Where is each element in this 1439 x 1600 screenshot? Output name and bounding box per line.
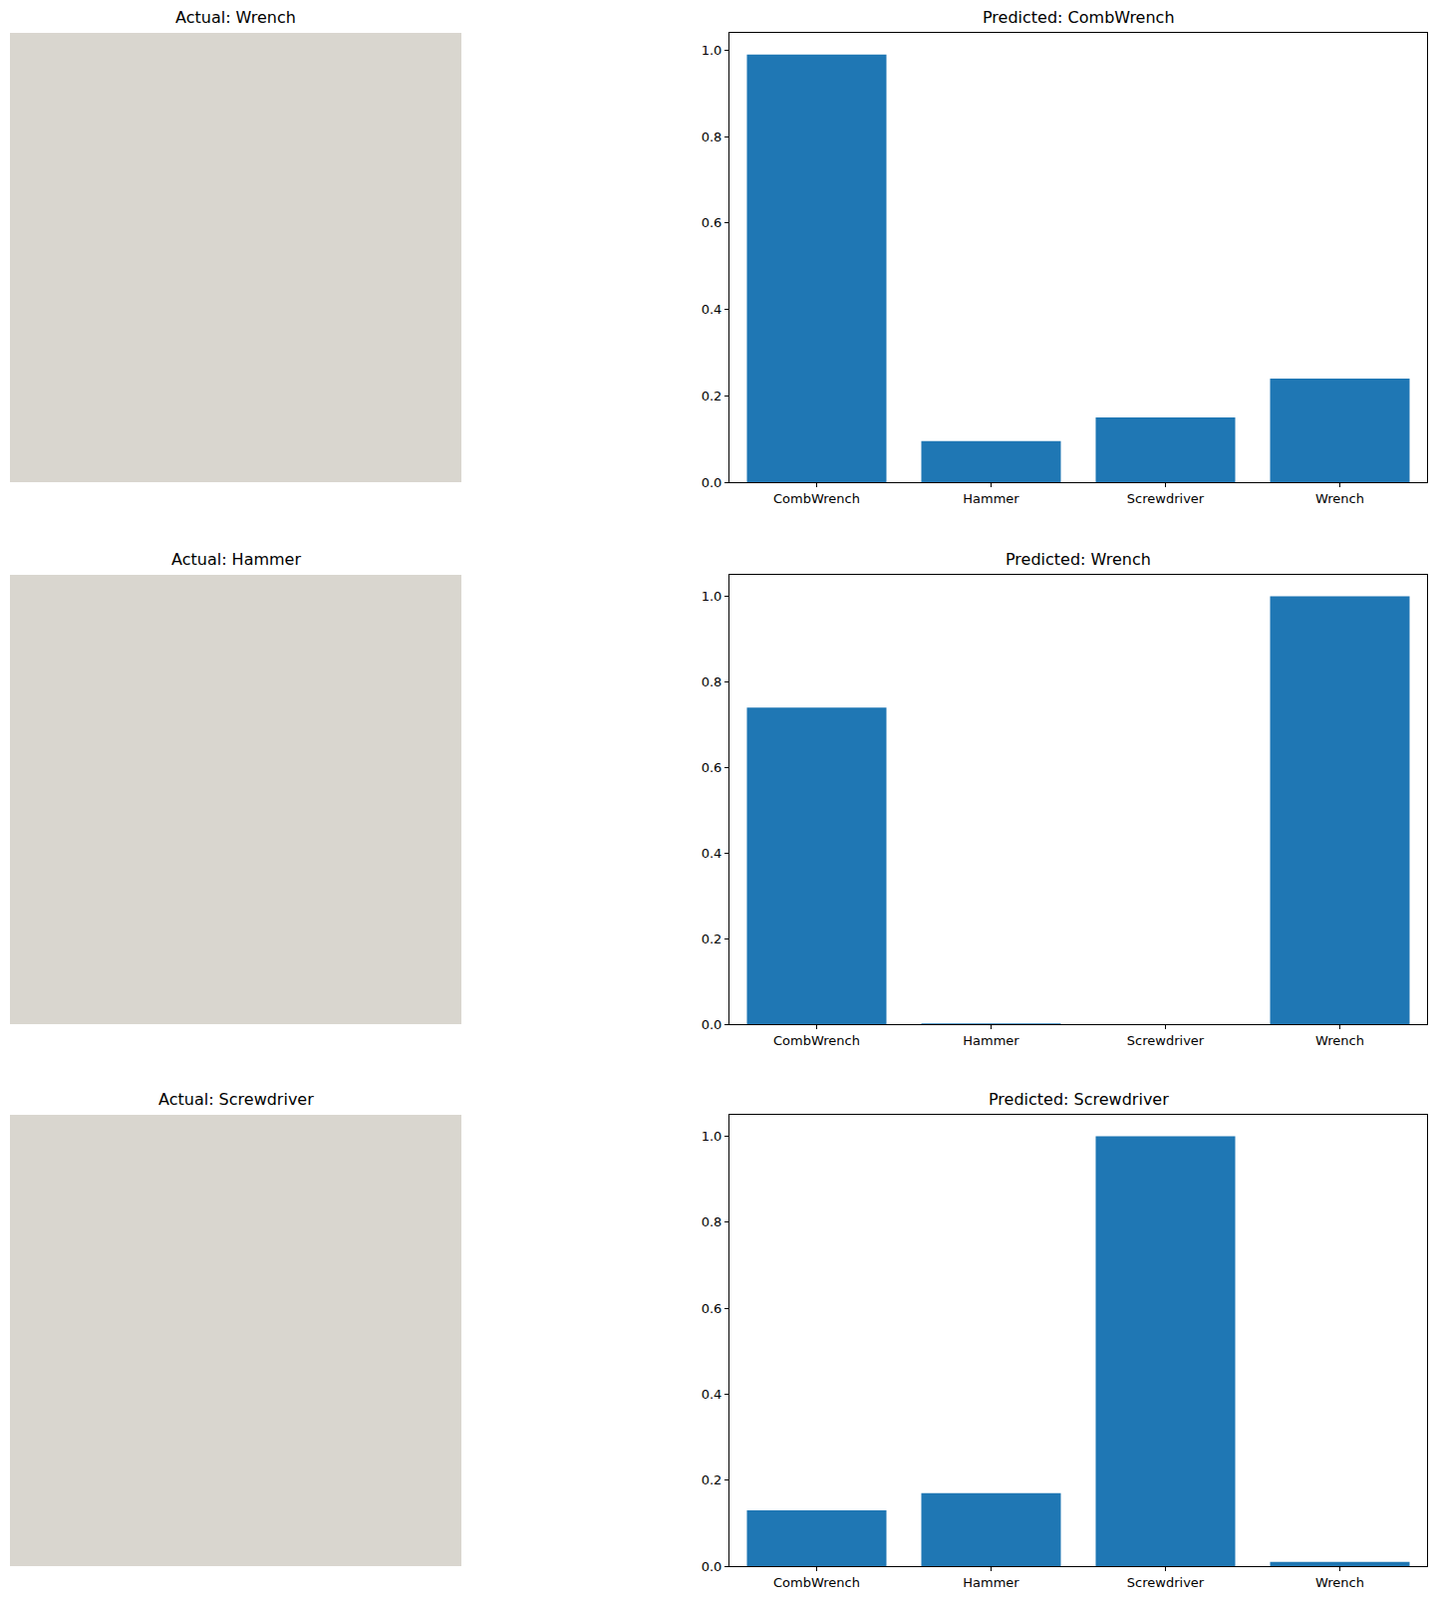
svg-text:1.0: 1.0	[701, 1129, 723, 1145]
svg-text:0.2: 0.2	[701, 931, 723, 947]
svg-text:Screwdriver: Screwdriver	[1127, 1575, 1205, 1591]
svg-text:Predicted: Screwdriver: Predicted: Screwdriver	[988, 1090, 1169, 1110]
svg-text:0.4: 0.4	[701, 1387, 723, 1403]
svg-text:1.0: 1.0	[701, 42, 723, 58]
svg-text:0.8: 0.8	[701, 129, 723, 145]
svg-text:0.4: 0.4	[701, 846, 723, 862]
svg-text:CombWrench: CombWrench	[773, 1033, 861, 1049]
svg-text:Hammer: Hammer	[962, 1033, 1020, 1049]
svg-text:Hammer: Hammer	[962, 1575, 1020, 1591]
svg-text:0.6: 0.6	[701, 760, 723, 776]
svg-text:Predicted: CombWrench: Predicted: CombWrench	[982, 7, 1175, 27]
svg-text:Screwdriver: Screwdriver	[1127, 1033, 1205, 1049]
svg-text:0.8: 0.8	[701, 1214, 723, 1230]
svg-text:Wrench: Wrench	[1315, 491, 1365, 507]
svg-text:Actual: Wrench: Actual: Wrench	[175, 7, 296, 27]
svg-text:CombWrench: CombWrench	[773, 1575, 861, 1591]
svg-text:0.6: 0.6	[701, 1301, 723, 1317]
svg-text:1.0: 1.0	[701, 588, 723, 604]
svg-text:Wrench: Wrench	[1315, 1033, 1365, 1049]
svg-text:Actual: Hammer: Actual: Hammer	[171, 550, 301, 570]
svg-text:Wrench: Wrench	[1315, 1575, 1365, 1591]
svg-text:Screwdriver: Screwdriver	[1127, 491, 1205, 507]
svg-text:0.2: 0.2	[701, 388, 723, 404]
svg-text:0.4: 0.4	[701, 301, 723, 317]
svg-text:0.0: 0.0	[701, 1017, 723, 1033]
svg-text:0.2: 0.2	[701, 1472, 723, 1488]
svg-text:0.0: 0.0	[701, 475, 723, 491]
svg-text:Predicted: Wrench: Predicted: Wrench	[1005, 550, 1152, 570]
svg-text:Hammer: Hammer	[962, 491, 1020, 507]
svg-text:Actual: Screwdriver: Actual: Screwdriver	[158, 1090, 314, 1110]
svg-text:0.8: 0.8	[701, 674, 723, 690]
svg-text:0.0: 0.0	[701, 1559, 723, 1575]
svg-text:0.6: 0.6	[701, 215, 723, 231]
svg-text:CombWrench: CombWrench	[773, 491, 861, 507]
